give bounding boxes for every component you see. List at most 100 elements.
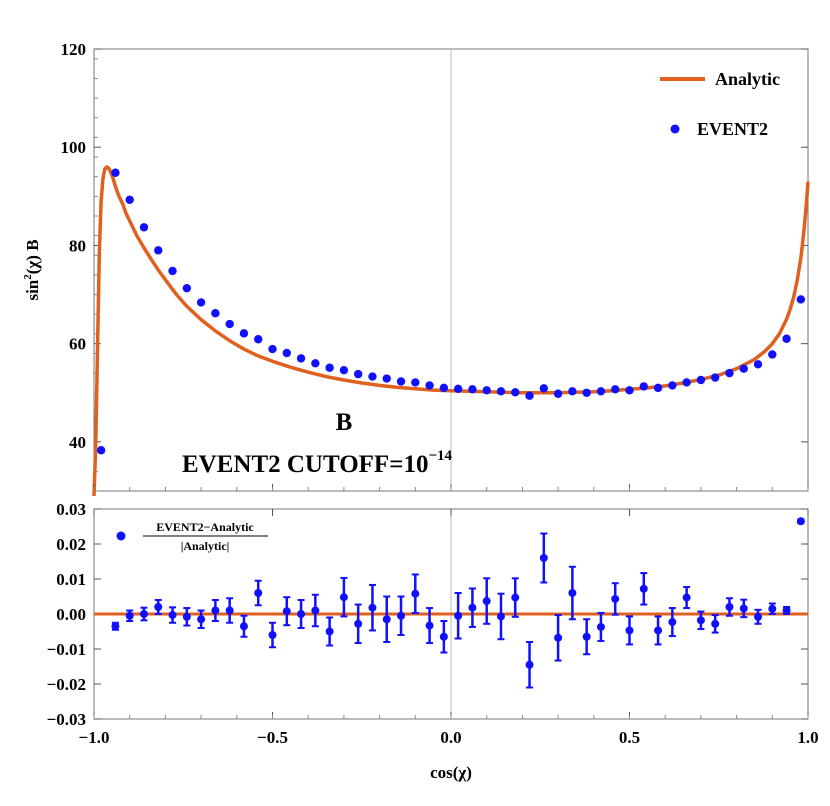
event2-point xyxy=(796,295,806,304)
event2-point xyxy=(254,335,263,344)
top-y-tick-label: 40 xyxy=(69,433,86,452)
residual-point xyxy=(568,589,577,597)
event2-point xyxy=(125,195,134,204)
residual-point xyxy=(211,606,220,615)
residual-point xyxy=(154,603,163,611)
residual-point xyxy=(268,631,277,639)
residual-point xyxy=(297,610,306,618)
residual-point xyxy=(554,633,563,642)
residual-point xyxy=(754,612,763,621)
residual-point xyxy=(439,632,448,641)
bottom-y-ticks: −0.03 −0.02 −0.01 0.00 0.01 0.02 0.03 xyxy=(47,500,808,729)
event2-point xyxy=(525,391,534,400)
event2-point xyxy=(739,364,748,373)
legend-event2-marker xyxy=(670,124,680,134)
residual-point xyxy=(639,584,648,593)
residual-point xyxy=(168,611,177,620)
event2-point xyxy=(211,309,220,318)
event2-point xyxy=(268,344,277,354)
event2-point xyxy=(282,348,291,358)
event2-point xyxy=(453,384,463,394)
event2-point xyxy=(625,386,634,395)
residual-point xyxy=(682,593,691,602)
ylabel-sin: sin xyxy=(23,279,42,300)
event2-point xyxy=(225,319,234,329)
bottom-x-tick-label: 0.5 xyxy=(619,728,640,747)
event2-point xyxy=(596,387,606,396)
event2-point xyxy=(482,386,491,395)
residual-point xyxy=(582,632,591,641)
bottom-y-tick-label: 0.02 xyxy=(56,535,86,554)
residual-point xyxy=(411,589,420,598)
event2-point xyxy=(553,389,563,398)
ylabel-rest: (χ) B xyxy=(23,239,42,274)
annotation-cutoff: EVENT2 CUTOFF=10−14 xyxy=(182,448,453,478)
analytic-curve xyxy=(92,165,810,496)
top-series xyxy=(92,165,810,496)
event2-point xyxy=(611,385,620,394)
cutoff-base: EVENT2 CUTOFF=10 xyxy=(182,451,428,478)
event2-point xyxy=(239,329,249,338)
bottom-y-tick-label: 0.00 xyxy=(56,605,86,624)
annotation-b: B xyxy=(336,409,353,436)
residual-point xyxy=(525,660,534,669)
top-y-tick-label: 60 xyxy=(69,335,86,354)
bottom-series xyxy=(94,517,808,689)
residual-point xyxy=(782,606,791,615)
bottom-legend-denominator: |Analytic| xyxy=(181,539,230,553)
residual-point xyxy=(711,619,720,628)
residual-point xyxy=(654,626,663,635)
residual-point xyxy=(239,622,248,631)
residual-point xyxy=(696,616,705,625)
event2-point xyxy=(782,334,791,343)
event2-point xyxy=(439,383,449,393)
residual-point xyxy=(796,517,805,526)
ylabel-exp: 2 xyxy=(22,274,34,280)
residual-point xyxy=(511,593,520,602)
residual-point xyxy=(725,603,734,611)
bottom-x-tick-label: −0.5 xyxy=(257,728,288,747)
event2-point xyxy=(382,374,391,383)
residual-point xyxy=(111,622,120,631)
residual-point xyxy=(768,604,777,613)
bottom-legend-numerator: EVENT2−Analytic xyxy=(156,520,254,534)
residual-point xyxy=(325,627,334,636)
residual-point xyxy=(182,612,191,621)
event2-point xyxy=(139,223,149,232)
event2-point xyxy=(582,388,591,397)
bottom-x-ticks: −1.0 −0.5 0.0 0.5 1.0 xyxy=(79,484,819,747)
event2-point xyxy=(96,446,106,455)
event2-point xyxy=(111,168,120,177)
bottom-x-tick-label: 0.0 xyxy=(440,728,461,747)
bottom-y-tick-label: −0.01 xyxy=(47,640,86,659)
event2-point xyxy=(639,382,648,391)
residual-point xyxy=(454,611,463,620)
residual-point xyxy=(311,606,320,615)
residual-point xyxy=(197,615,206,624)
event2-point xyxy=(339,365,349,375)
x-axis-title: cos(χ) xyxy=(430,763,472,782)
event2-point xyxy=(311,359,320,368)
event2-point xyxy=(496,387,506,396)
event2-point xyxy=(768,350,777,359)
residual-point xyxy=(125,611,134,620)
residual-point xyxy=(397,611,406,620)
event2-point xyxy=(539,384,549,393)
event2-point xyxy=(325,363,334,372)
event2-point xyxy=(368,372,377,381)
residual-point xyxy=(668,618,677,627)
bottom-legend-marker xyxy=(116,531,126,541)
event2-point xyxy=(353,369,363,379)
event2-point xyxy=(511,388,520,397)
top-y-tick-label: 100 xyxy=(61,138,87,157)
residual-point xyxy=(139,610,148,618)
residual-point xyxy=(482,597,491,606)
residual-point xyxy=(382,615,391,624)
event2-point xyxy=(168,266,177,276)
event2-point xyxy=(668,381,677,390)
top-y-tick-label: 80 xyxy=(69,236,86,255)
bottom-y-tick-label: 0.01 xyxy=(56,570,86,589)
residual-point xyxy=(368,603,377,612)
bottom-x-tick-label: −1.0 xyxy=(79,728,110,747)
event2-point xyxy=(753,360,763,369)
